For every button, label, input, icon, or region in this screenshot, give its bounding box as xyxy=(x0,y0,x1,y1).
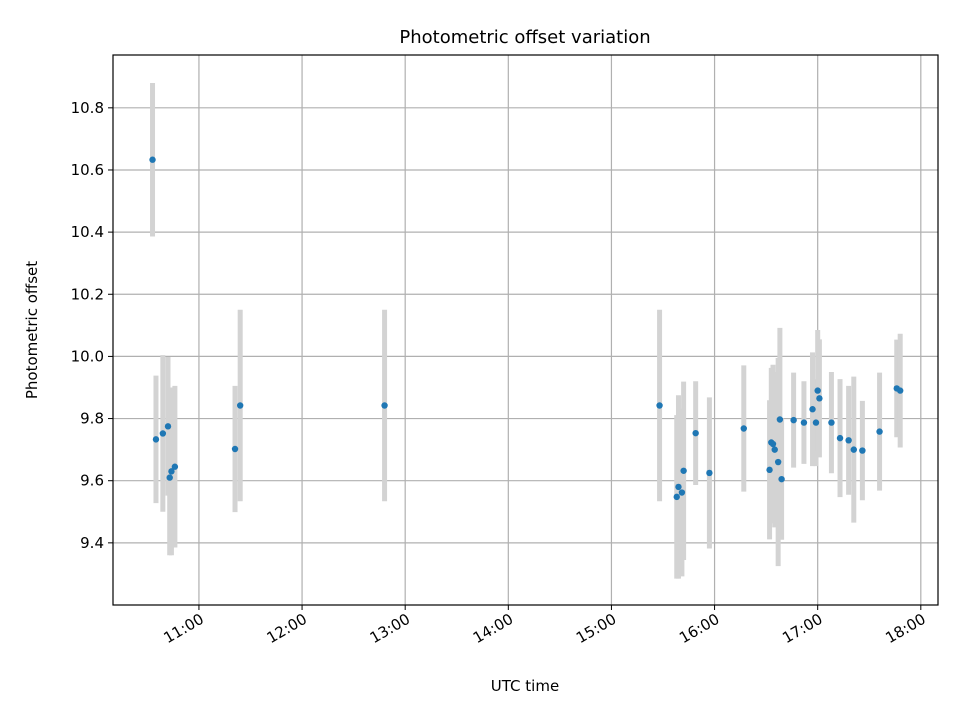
x-tick-label: 18:00 xyxy=(882,610,928,647)
data-point xyxy=(171,463,179,470)
x-tick-label: 15:00 xyxy=(573,610,619,647)
data-point xyxy=(850,446,857,453)
y-tick-label: 9.8 xyxy=(80,410,104,428)
data-point xyxy=(678,489,686,496)
y-tick-label: 10.4 xyxy=(71,223,104,241)
data-point xyxy=(809,406,816,413)
data-point xyxy=(816,395,823,402)
data-point xyxy=(859,447,866,454)
x-tick-label: 14:00 xyxy=(470,610,516,647)
x-tick-label: 12:00 xyxy=(264,610,310,647)
chart-title: Photometric offset variation xyxy=(399,27,650,48)
data-point xyxy=(381,402,388,409)
y-tick-label: 9.4 xyxy=(80,534,104,552)
data-point xyxy=(774,458,782,466)
data-point xyxy=(231,445,239,453)
x-axis-label: UTC time xyxy=(491,677,559,695)
grid xyxy=(113,55,938,605)
data-point xyxy=(769,440,777,448)
data-point xyxy=(790,416,797,424)
data-point xyxy=(706,469,713,477)
data-point xyxy=(149,156,156,163)
data-point xyxy=(692,429,699,437)
data-point xyxy=(766,466,773,474)
data-point xyxy=(896,387,904,394)
data-point xyxy=(740,425,747,432)
data-point xyxy=(166,474,173,481)
y-tick-label: 10.0 xyxy=(71,347,104,365)
x-axis-ticks: 11:00 12:00 13:00 14:00 15:00 16:00 17:00 18:00 xyxy=(160,605,929,647)
data-point xyxy=(845,437,852,444)
error-bars xyxy=(150,82,903,579)
data-point xyxy=(680,467,687,474)
x-tick-label: 16:00 xyxy=(676,610,722,647)
x-tick-label: 17:00 xyxy=(779,610,825,647)
data-point xyxy=(164,423,172,430)
data-points xyxy=(149,156,904,501)
data-point xyxy=(168,468,175,475)
data-point xyxy=(673,493,680,501)
data-point xyxy=(778,475,785,483)
y-tick-label: 10.2 xyxy=(71,285,104,303)
y-tick-label: 9.6 xyxy=(80,472,104,490)
x-tick-label: 11:00 xyxy=(160,610,206,647)
data-point xyxy=(771,446,778,453)
data-point xyxy=(159,430,167,437)
data-point xyxy=(812,419,820,426)
data-point xyxy=(236,402,244,409)
data-point xyxy=(828,419,835,426)
y-tick-label: 10.8 xyxy=(71,99,104,117)
data-point xyxy=(800,419,808,426)
x-tick-label: 13:00 xyxy=(367,610,413,647)
data-point xyxy=(876,428,883,435)
data-point xyxy=(836,434,844,442)
data-point xyxy=(152,436,160,443)
data-point xyxy=(814,387,821,394)
data-point xyxy=(776,416,784,423)
data-point xyxy=(656,402,663,409)
y-axis-label: Photometric offset xyxy=(23,261,41,399)
y-tick-label: 10.6 xyxy=(71,161,104,179)
data-point xyxy=(675,483,682,491)
plot-frame xyxy=(112,54,939,606)
y-axis-ticks: 9.4 9.6 9.8 10.0 10.2 10.4 10.6 10.8 xyxy=(71,99,113,552)
